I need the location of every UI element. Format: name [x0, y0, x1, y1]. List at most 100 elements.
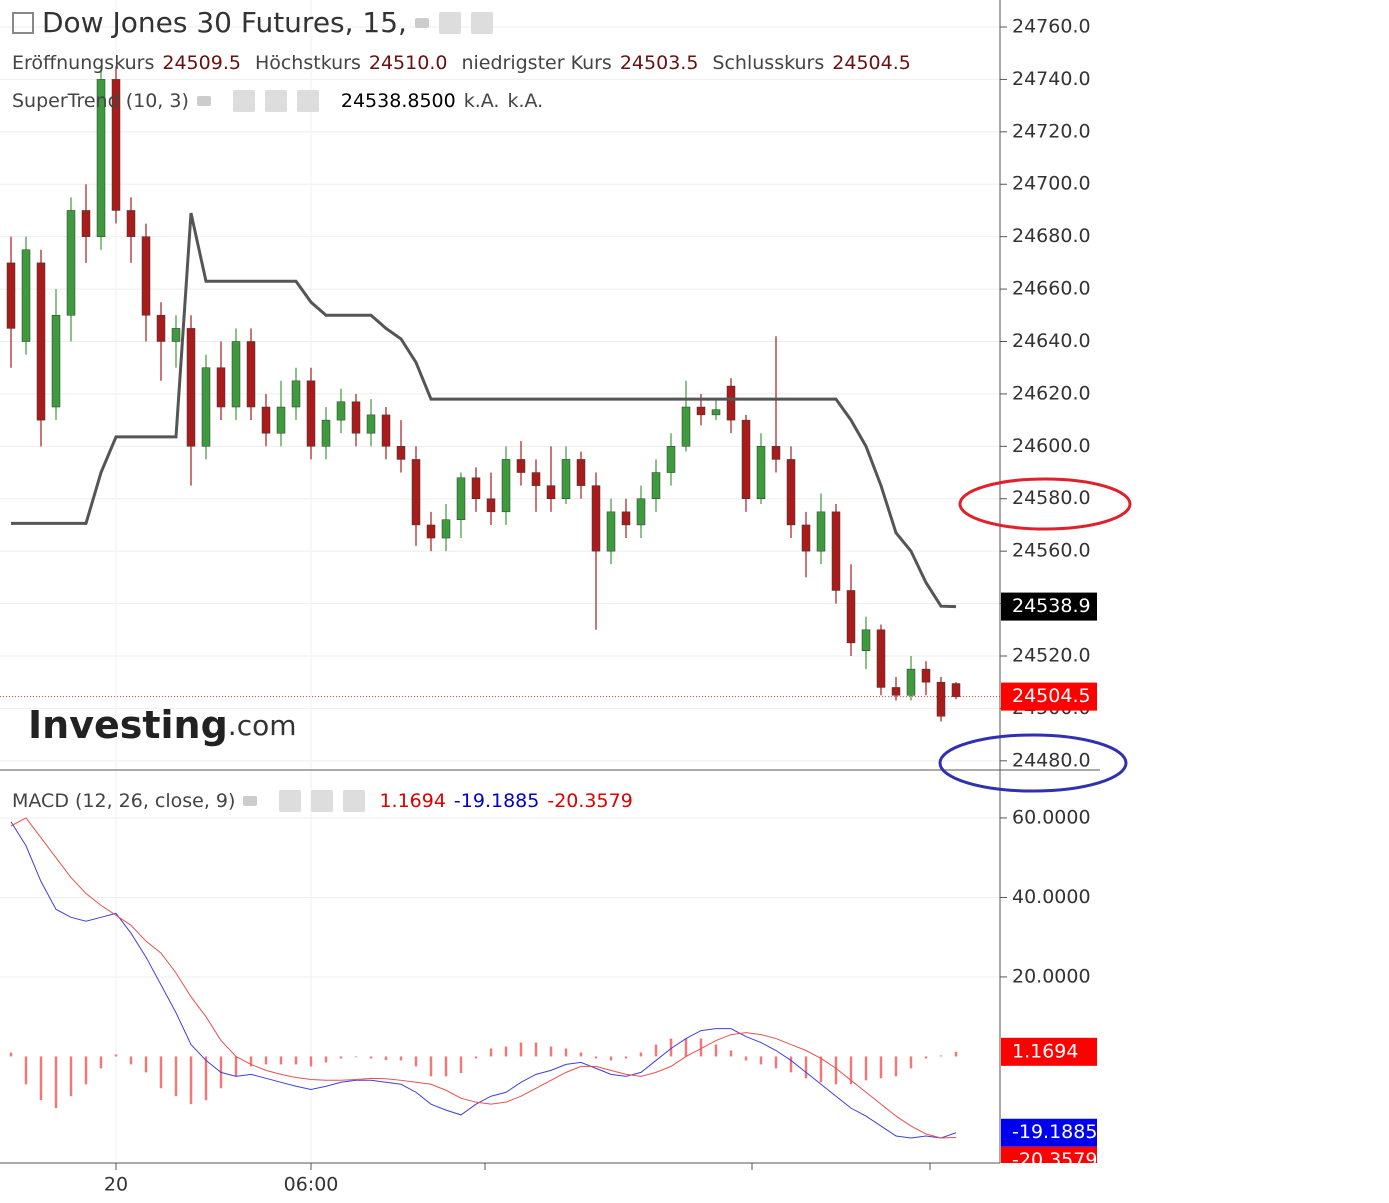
- price-tag-box: [1001, 682, 1097, 711]
- logo-suffix: .com: [228, 709, 297, 742]
- indicator-value: -20.3579: [547, 790, 633, 812]
- price-tag-label: -20.3579: [1012, 1149, 1097, 1171]
- candle-body: [231, 341, 241, 408]
- legend-label: Eröffnungskurs: [12, 52, 155, 74]
- indicator-value: 1.1694: [379, 790, 446, 812]
- legend-value: 24503.5: [619, 52, 699, 74]
- candle-body: [861, 629, 871, 652]
- candle-body: [846, 590, 856, 644]
- dropdown-icon[interactable]: [243, 796, 258, 806]
- remove-icon[interactable]: [296, 90, 319, 112]
- candle-body: [741, 419, 751, 499]
- y-tick-label: 24740.0: [1012, 68, 1091, 90]
- y-tick-label: 24620.0: [1012, 382, 1091, 404]
- candle-body: [501, 459, 511, 513]
- candle-body: [621, 511, 631, 526]
- candle-body: [711, 409, 721, 416]
- supertrend-line: [11, 212, 957, 609]
- price-tag-label: -19.1885: [1012, 1121, 1097, 1143]
- candle-body: [891, 687, 901, 696]
- title-row: Dow Jones 30 Futures, 15,: [12, 6, 495, 39]
- macd-line: [10, 821, 957, 1139]
- y-tick-label: 24600.0: [1012, 435, 1091, 457]
- candle-body: [201, 367, 211, 447]
- price-tag: 24538.9: [1001, 592, 1097, 621]
- candle-body: [51, 315, 61, 408]
- indicator-value: -19.1885: [453, 790, 540, 812]
- candle-body: [771, 446, 781, 460]
- y-tick-label: 24560.0: [1012, 540, 1091, 562]
- visibility-icon[interactable]: [232, 90, 255, 112]
- candle-body: [591, 485, 601, 552]
- candle-body: [471, 477, 481, 499]
- candle-body: [141, 236, 151, 316]
- candle-body: [36, 262, 46, 421]
- price-tag: 1.1694: [1001, 1037, 1097, 1066]
- candle-body: [726, 385, 736, 421]
- candle-body: [576, 459, 586, 486]
- legend-value: 24510.0: [368, 52, 448, 74]
- price-tag-label: 1.1694: [1012, 1040, 1078, 1062]
- indicator-title: MACD (12, 26, close, 9): [12, 790, 236, 812]
- indicator-value: k.A.: [463, 90, 500, 112]
- visibility-icon[interactable]: [438, 11, 461, 34]
- candle-body: [606, 511, 616, 552]
- y-tick-label: 24640.0: [1012, 330, 1091, 352]
- candle-body: [456, 477, 466, 520]
- annotation-ellipse: [958, 477, 1132, 531]
- candle-body: [786, 459, 796, 526]
- dropdown-icon[interactable]: [414, 17, 429, 28]
- candle-body: [681, 406, 691, 447]
- annotation-ellipse: [938, 733, 1128, 793]
- macd-legend: MACD (12, 26, close, 9) 1.1694 -19.1885 -2…: [12, 790, 633, 812]
- plot-layer: 24480.024500.024520.024540.024560.024580…: [0, 0, 1091, 1163]
- candle-body: [186, 328, 196, 447]
- candle-body: [6, 262, 16, 329]
- candle-body: [666, 446, 676, 473]
- candle-body: [66, 210, 76, 316]
- candle-body: [291, 380, 301, 408]
- legend-label: Höchstkurs: [254, 52, 361, 74]
- candle-body: [756, 446, 766, 499]
- dropdown-icon[interactable]: [196, 96, 211, 106]
- settings-icon[interactable]: [470, 11, 493, 34]
- price-tag-label: 24538.9: [1012, 595, 1091, 617]
- candle-body: [546, 485, 556, 499]
- price-tag-box: [1001, 592, 1097, 621]
- legend-value: 24509.5: [162, 52, 241, 74]
- candle-body: [936, 681, 946, 717]
- candle-body: [171, 328, 181, 342]
- candle-body: [21, 249, 31, 342]
- settings-icon[interactable]: [264, 90, 287, 112]
- y-tick-label: 60.0000: [1012, 806, 1091, 828]
- remove-icon[interactable]: [343, 790, 366, 812]
- candle-body: [81, 210, 91, 237]
- y-tick-label: 24580.0: [1012, 487, 1091, 509]
- legend-value: 24504.5: [832, 52, 911, 74]
- candle-body: [321, 419, 331, 447]
- indicator-value: 24538.8500: [340, 90, 456, 112]
- y-tick-label: 24680.0: [1012, 225, 1091, 247]
- price-tag: 24504.5: [1001, 682, 1097, 711]
- candle-body: [426, 524, 436, 539]
- candle-body: [336, 401, 346, 421]
- indicator-title: SuperTrend (10, 3): [12, 90, 189, 112]
- candle-body: [396, 446, 406, 460]
- legend-label: Schlusskurs: [712, 52, 825, 74]
- candle-body: [486, 498, 496, 513]
- collapse-icon[interactable]: [12, 11, 34, 34]
- settings-icon[interactable]: [311, 790, 334, 812]
- candle-body: [351, 401, 361, 434]
- candle-body: [411, 459, 421, 526]
- candle-body: [246, 341, 256, 408]
- price-tag: -20.3579: [1001, 1146, 1097, 1171]
- candle-body: [696, 406, 706, 416]
- logo: Investing.com: [28, 703, 297, 747]
- candle-body: [636, 498, 646, 526]
- x-tick-label: 20: [104, 1174, 128, 1196]
- time-axis-bg: [0, 1163, 1389, 1203]
- x-tick-label: 06:00: [284, 1174, 339, 1196]
- visibility-icon[interactable]: [279, 790, 302, 812]
- price-tag: -19.1885: [1001, 1118, 1097, 1147]
